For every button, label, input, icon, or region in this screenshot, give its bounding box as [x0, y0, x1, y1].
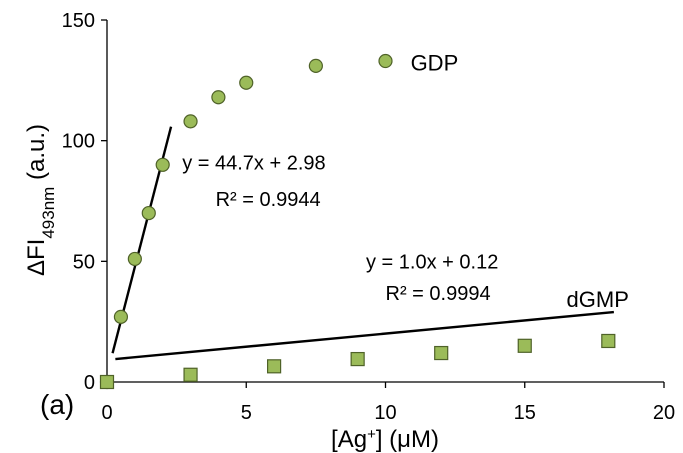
- gdp-data-point: [239, 75, 254, 90]
- dgmp-data-point: [601, 333, 616, 349]
- dgmp-data-point: [267, 359, 282, 374]
- fit-equation-label: R² = 0.9944: [216, 189, 321, 211]
- y-tick-label: 100: [62, 131, 95, 153]
- dgmp-data-point: [350, 351, 365, 367]
- gdp-data-point: [127, 251, 142, 267]
- x-tick-label: 20: [653, 402, 675, 424]
- gdp-data-point: [155, 157, 170, 172]
- y-tick-label: 0: [84, 372, 95, 394]
- series-label: dGMP: [567, 287, 629, 312]
- dgmp-data-point: [517, 338, 532, 353]
- annotations: y = 44.7x + 2.98 R² = 0.9944 y = 1.0x + 0.…: [182, 51, 629, 313]
- x-tick-label: 5: [241, 402, 252, 424]
- dgmp-data-point: [434, 345, 449, 361]
- axes: 0 5 10 15 20 0 50 100 150: [62, 10, 676, 424]
- gdp-data-point: [141, 205, 156, 221]
- series-label: GDP: [411, 51, 459, 76]
- fit-equation-label: y = 1.0x + 0.12: [366, 252, 498, 274]
- x-tick-label: 10: [374, 402, 396, 424]
- x-axis-title: [Ag+] (μM): [331, 426, 439, 453]
- y-tick-label: 50: [73, 251, 95, 273]
- dgmp-data-point: [183, 367, 198, 382]
- gdp-data-point: [113, 309, 129, 324]
- y-axis-title: ΔFI493nm (a.u.): [23, 124, 58, 276]
- gdp-data-point: [211, 90, 226, 105]
- data-points: [99, 53, 616, 390]
- y-tick-label: 150: [62, 10, 95, 32]
- dgmp-fit-line: [115, 310, 614, 361]
- fit-equation-label: y = 44.7x + 2.98: [182, 153, 325, 175]
- gdp-data-point: [183, 114, 198, 129]
- dgmp-data-point: [99, 374, 115, 390]
- fit-equation-label: R² = 0.9994: [386, 283, 491, 305]
- x-tick-label: 0: [101, 402, 112, 424]
- gdp-data-point: [378, 53, 393, 69]
- panel-label: (a): [40, 389, 74, 420]
- x-tick-label: 15: [514, 402, 536, 424]
- gdp-data-point: [308, 58, 323, 73]
